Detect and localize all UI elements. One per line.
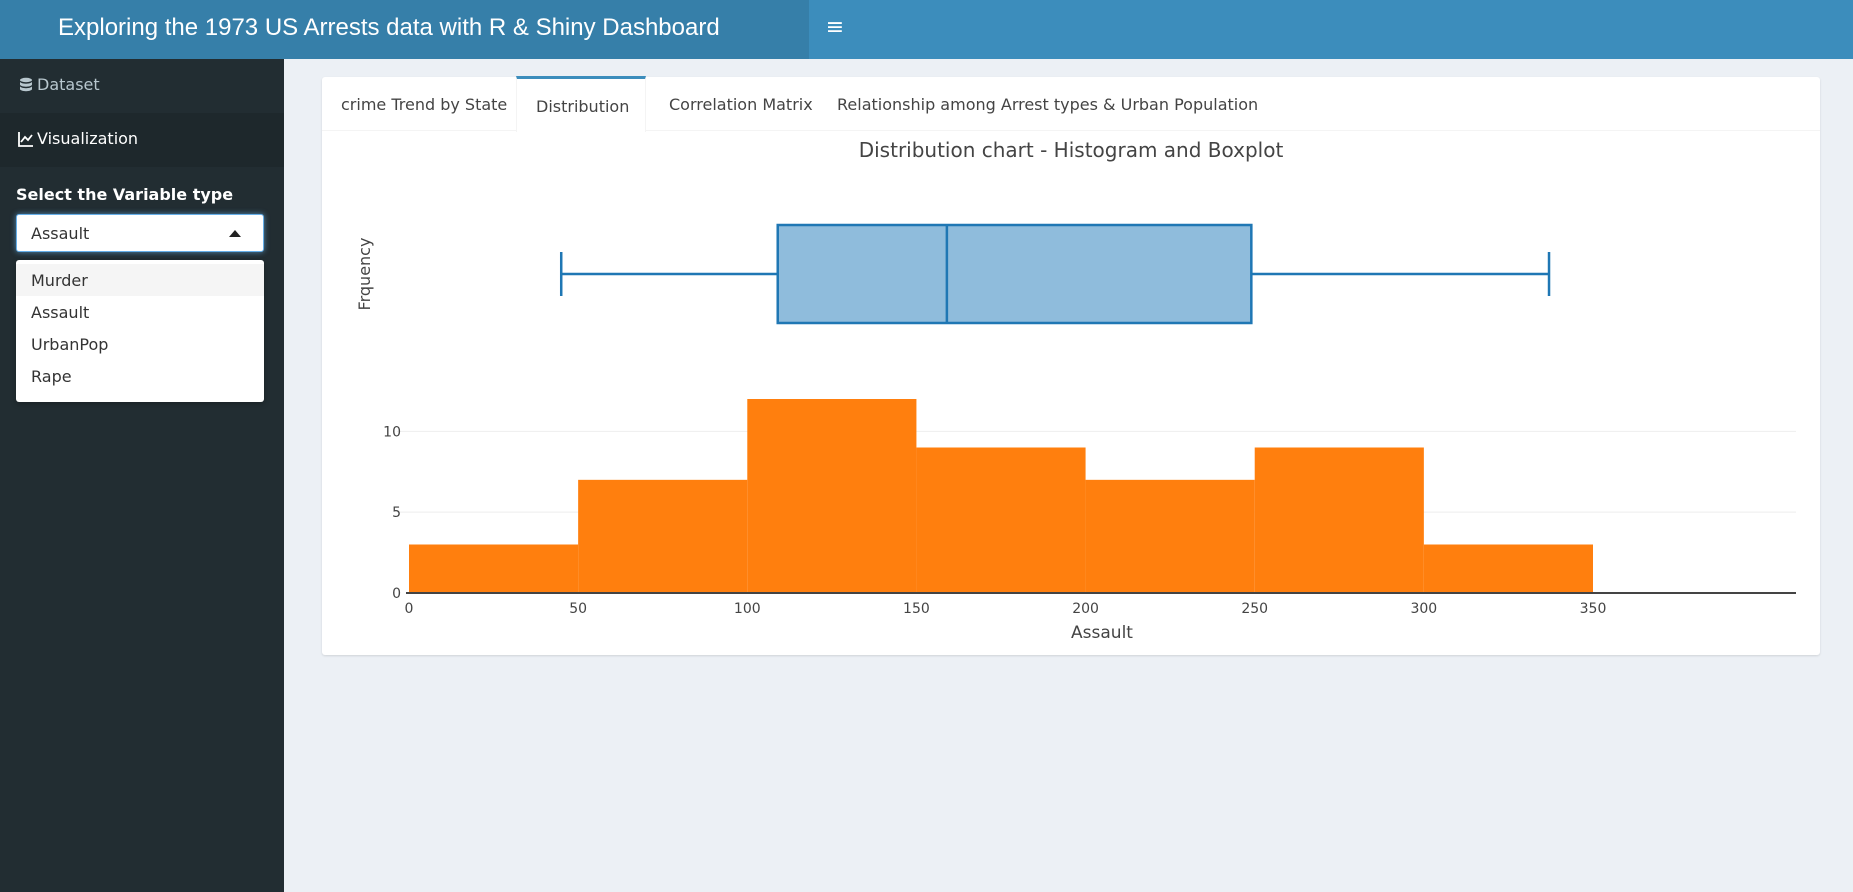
y-tick-label: 0: [392, 586, 401, 602]
dropdown-option-urbanpop[interactable]: UrbanPop: [31, 335, 109, 354]
app-title-text: Exploring the 1973 US Arrests data with …: [58, 14, 720, 41]
tab-crime-trend[interactable]: crime Trend by State: [341, 95, 508, 114]
dropdown-option-rape[interactable]: Rape: [31, 367, 72, 386]
x-tick-label: 250: [1241, 601, 1268, 617]
x-tick-label: 300: [1410, 601, 1437, 617]
sidebar-item-label: Dataset: [37, 75, 100, 94]
chart-title: Distribution chart - Histogram and Boxpl…: [859, 138, 1284, 162]
dropdown-option-murder[interactable]: Murder: [16, 264, 264, 296]
histogram-bar: [578, 479, 748, 593]
boxplot: [559, 223, 1551, 325]
x-axis-label: Assault: [1071, 623, 1133, 643]
line-chart-icon: [18, 132, 33, 147]
sidebar-item-label: Visualization: [37, 129, 139, 148]
histogram: [409, 399, 1593, 593]
sidebar-item-visualization[interactable]: Visualization: [0, 113, 284, 167]
tab-bar: crime Trend by State Distribution Correl…: [322, 76, 1820, 132]
database-icon: [20, 77, 32, 92]
variable-select[interactable]: Assault: [16, 214, 264, 252]
histogram-bar: [1085, 479, 1255, 593]
app-title: Exploring the 1973 US Arrests data with …: [0, 0, 809, 59]
variable-dropdown: Murder Assault UrbanPop Rape: [16, 260, 264, 402]
variable-select-label: Select the Variable type: [16, 185, 234, 204]
top-navbar: Exploring the 1973 US Arrests data with …: [0, 0, 1853, 59]
histogram-bar: [409, 544, 579, 593]
tab-correlation-matrix[interactable]: Correlation Matrix: [669, 95, 813, 114]
x-tick-label: 0: [405, 601, 414, 617]
x-tick-label: 200: [1072, 601, 1099, 617]
y-axis-label: Frquency: [355, 238, 374, 311]
variable-select-value: Assault: [31, 224, 90, 243]
x-tick-label: 100: [734, 601, 761, 617]
tab-distribution[interactable]: Distribution: [516, 76, 646, 132]
sidebar-item-dataset[interactable]: Dataset: [0, 59, 284, 113]
sidebar-toggle-button[interactable]: ≡: [809, 0, 861, 59]
y-tick-label: 5: [392, 505, 401, 521]
histogram-bar: [747, 399, 917, 593]
tab-box: crime Trend by State Distribution Correl…: [322, 76, 1820, 655]
hamburger-icon: ≡: [825, 15, 845, 40]
dropdown-option-assault[interactable]: Assault: [31, 303, 90, 322]
histogram-bar: [1254, 447, 1424, 593]
x-tick-label: 50: [569, 601, 587, 617]
x-tick-label: 150: [903, 601, 930, 617]
boxplot-box: [776, 223, 1253, 325]
distribution-chart: Distribution chart - Histogram and Boxpl…: [355, 138, 1796, 643]
tab-relationship[interactable]: Relationship among Arrest types & Urban …: [837, 95, 1259, 114]
histogram-bar: [916, 447, 1086, 593]
y-tick-label: 10: [383, 424, 401, 440]
x-tick-label: 350: [1580, 601, 1607, 617]
histogram-bar: [1423, 544, 1593, 593]
caret-up-icon: [229, 230, 241, 237]
sidebar: Dataset Visualization Select the Variabl…: [0, 59, 284, 892]
